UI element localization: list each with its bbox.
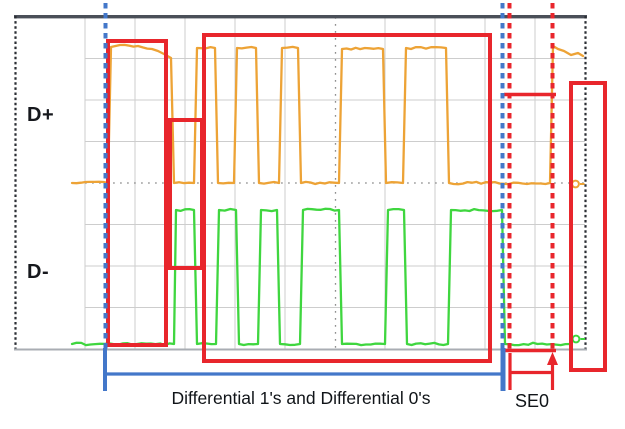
- plot-border-top: [14, 15, 587, 19]
- differential-caption: Differential 1's and Differential 0's: [171, 388, 431, 408]
- dplus-channel-marker: [571, 179, 580, 189]
- dplus-waveform: [70, 43, 585, 186]
- highlight-box-bitstream: [202, 33, 492, 363]
- highlight-box-idle-end: [569, 81, 607, 372]
- se0-label: SE0: [514, 391, 550, 411]
- bracket-se0-up-arrow-icon: [547, 352, 558, 365]
- highlight-box-idle-one: [106, 39, 168, 347]
- dminus-label: D-: [27, 261, 50, 283]
- dplus-label: D+: [27, 104, 55, 126]
- dminus-waveform: [70, 207, 572, 347]
- dminus-channel-marker: [571, 334, 581, 344]
